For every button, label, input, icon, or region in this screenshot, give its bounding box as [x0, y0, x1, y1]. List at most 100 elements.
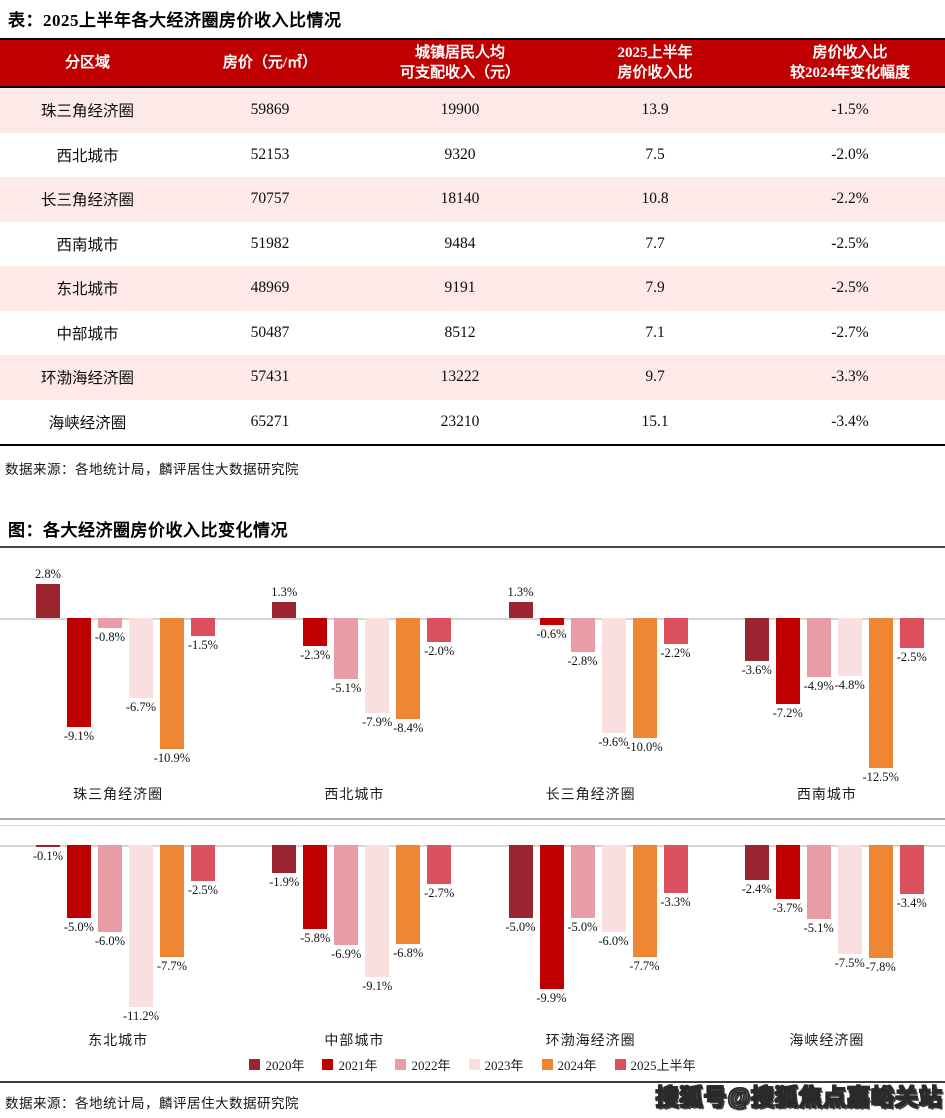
- table-cell: 中部城市: [56, 325, 119, 343]
- bar-value-label: -7.7%: [629, 958, 660, 973]
- bar-2025上半年: [663, 618, 688, 645]
- bar-2021年: [775, 618, 800, 705]
- bar-2024年: [868, 845, 893, 959]
- bar-value-label: -7.8%: [865, 960, 896, 975]
- bar-value-label: -9.1%: [63, 729, 95, 744]
- bar-2025上半年: [191, 845, 215, 882]
- bar-2023年: [601, 618, 626, 734]
- bar-2021年: [539, 618, 564, 626]
- bar-2023年: [365, 845, 390, 977]
- bar-value-label: -1.9%: [269, 874, 300, 889]
- bar-2022年: [334, 845, 359, 946]
- bar-2021年: [303, 618, 328, 646]
- bar-2023年: [129, 618, 153, 699]
- bar-2023年: [129, 845, 153, 1008]
- bar-2025上半年: [899, 618, 924, 648]
- bar-2020年: [272, 602, 297, 618]
- table-cell: 15.1: [641, 412, 669, 430]
- table-cell: 9191: [444, 279, 476, 297]
- bar-2024年: [160, 618, 184, 749]
- table-cell: 7.5: [645, 145, 665, 163]
- bar-2020年: [744, 618, 769, 662]
- bottom-rule: [0, 1081, 945, 1083]
- legend-label: 2021年: [338, 1057, 378, 1073]
- bar-value-label: -3.6%: [741, 663, 772, 678]
- legend-item: 2021年: [322, 1055, 377, 1074]
- chart-source-note: 数据来源：各地统计局，麟评居住大数据研究院: [5, 1096, 299, 1111]
- table-cell: 13.9: [641, 101, 669, 119]
- table-cell: 9320: [444, 145, 476, 163]
- table-cell: -2.5%: [831, 279, 869, 297]
- table-cell: 51982: [250, 234, 290, 252]
- bar-value-label: -2.8%: [567, 653, 598, 668]
- price-income-table: 分区域 房价（元/㎡） 城镇居民人均 可支配收入（元） 2025上半年 房价收入比 房价收入…: [0, 38, 945, 446]
- table-row: 长三角经济圈 70757 18140 10.8 -2.2%: [0, 177, 945, 222]
- zero-axis-line: [0, 618, 945, 620]
- table-row: 西北城市 52153 9320 7.5 -2.0%: [0, 132, 945, 177]
- table-cell: 23210: [440, 412, 480, 430]
- bar-2022年: [570, 845, 595, 918]
- chart-group-label: 珠三角经济圈: [73, 788, 164, 803]
- table-cell: 13222: [440, 368, 480, 386]
- chart-group-label: 西南城市: [796, 788, 857, 803]
- bar-value-label: -0.1%: [32, 849, 64, 863]
- table-cell: 18140: [440, 190, 480, 208]
- table-cell: 珠三角经济圈: [40, 103, 134, 121]
- table-cell: -2.5%: [831, 234, 869, 252]
- chart-group: -2.4% -3.7% -5.1% -7.5% -7.8% -3.4% 海峡经济圈: [709, 826, 945, 1050]
- bar-2022年: [98, 845, 122, 932]
- bar-2020年: [744, 845, 769, 880]
- bar-value-label: -0.8%: [94, 629, 126, 644]
- bar-2022年: [806, 845, 831, 919]
- bar-value-label: -7.7%: [156, 958, 188, 973]
- chart-group-label: 东北城市: [88, 1034, 149, 1049]
- table-cell: 70757: [250, 190, 290, 208]
- bar-value-label: -8.4%: [393, 720, 424, 735]
- bar-2023年: [837, 618, 862, 676]
- bar-value-label: -2.5%: [896, 650, 927, 664]
- bar-value-label: -10.9%: [153, 750, 191, 765]
- table-cell: 65271: [250, 412, 290, 430]
- table-cell: -3.3%: [831, 368, 869, 386]
- bar-value-label: -2.7%: [424, 886, 455, 901]
- bar-value-label: -1.5%: [187, 638, 219, 652]
- table-cell: -1.5%: [831, 101, 869, 119]
- table-cell: 19900: [440, 101, 480, 119]
- chart-group: 2.8% -9.1% -0.8% -6.7% -10.9% -1.5% 珠三角经济圈: [0, 548, 236, 818]
- bar-2024年: [396, 618, 421, 719]
- bar-2025上半年: [191, 618, 215, 636]
- bar-2025上半年: [899, 845, 924, 895]
- bar-2022年: [570, 618, 595, 652]
- bar-2020年: [272, 845, 297, 873]
- legend-swatch: [249, 1058, 261, 1070]
- bar-value-label: -6.8%: [393, 945, 424, 960]
- legend-label: 2023年: [484, 1057, 524, 1073]
- bar-value-label: -11.2%: [123, 1009, 159, 1024]
- table-cell: 59869: [250, 101, 290, 119]
- table-cell: 57431: [250, 368, 290, 386]
- bar-value-label: -5.0%: [63, 919, 95, 934]
- table-body: 珠三角经济圈 59869 19900 13.9 -1.5% 西北城市 52153 9320 7.…: [0, 88, 945, 446]
- column-header: 分区域: [64, 54, 110, 71]
- table-cell: -2.0%: [831, 145, 869, 163]
- table-cell: -3.4%: [831, 412, 869, 430]
- table-row: 西南城市 51982 9484 7.7 -2.5%: [0, 221, 945, 266]
- bar-2024年: [632, 845, 657, 957]
- bar-2023年: [837, 845, 862, 954]
- legend-item: 2023年: [468, 1055, 524, 1074]
- watermark-text: 搜狐号@搜狐焦点嘉峪关站: [655, 1083, 943, 1111]
- bar-2022年: [806, 618, 831, 677]
- bar-value-label: 1.3%: [507, 585, 534, 600]
- table-cell: 10.8: [641, 190, 669, 208]
- legend-label: 2025上半年: [630, 1057, 696, 1073]
- table-row: 珠三角经济圈 59869 19900 13.9 -1.5%: [0, 88, 945, 133]
- bar-value-label: -2.0%: [424, 644, 455, 658]
- bar-2020年: [508, 845, 533, 918]
- table-cell: 9.7: [645, 368, 665, 386]
- table-cell: 48969: [250, 279, 290, 297]
- chart-group-label: 环渤海经济圈: [545, 1034, 636, 1049]
- legend-item: 2025上半年: [614, 1055, 696, 1074]
- bar-value-label: -6.7%: [125, 700, 157, 715]
- table-cell: 西南城市: [56, 236, 119, 254]
